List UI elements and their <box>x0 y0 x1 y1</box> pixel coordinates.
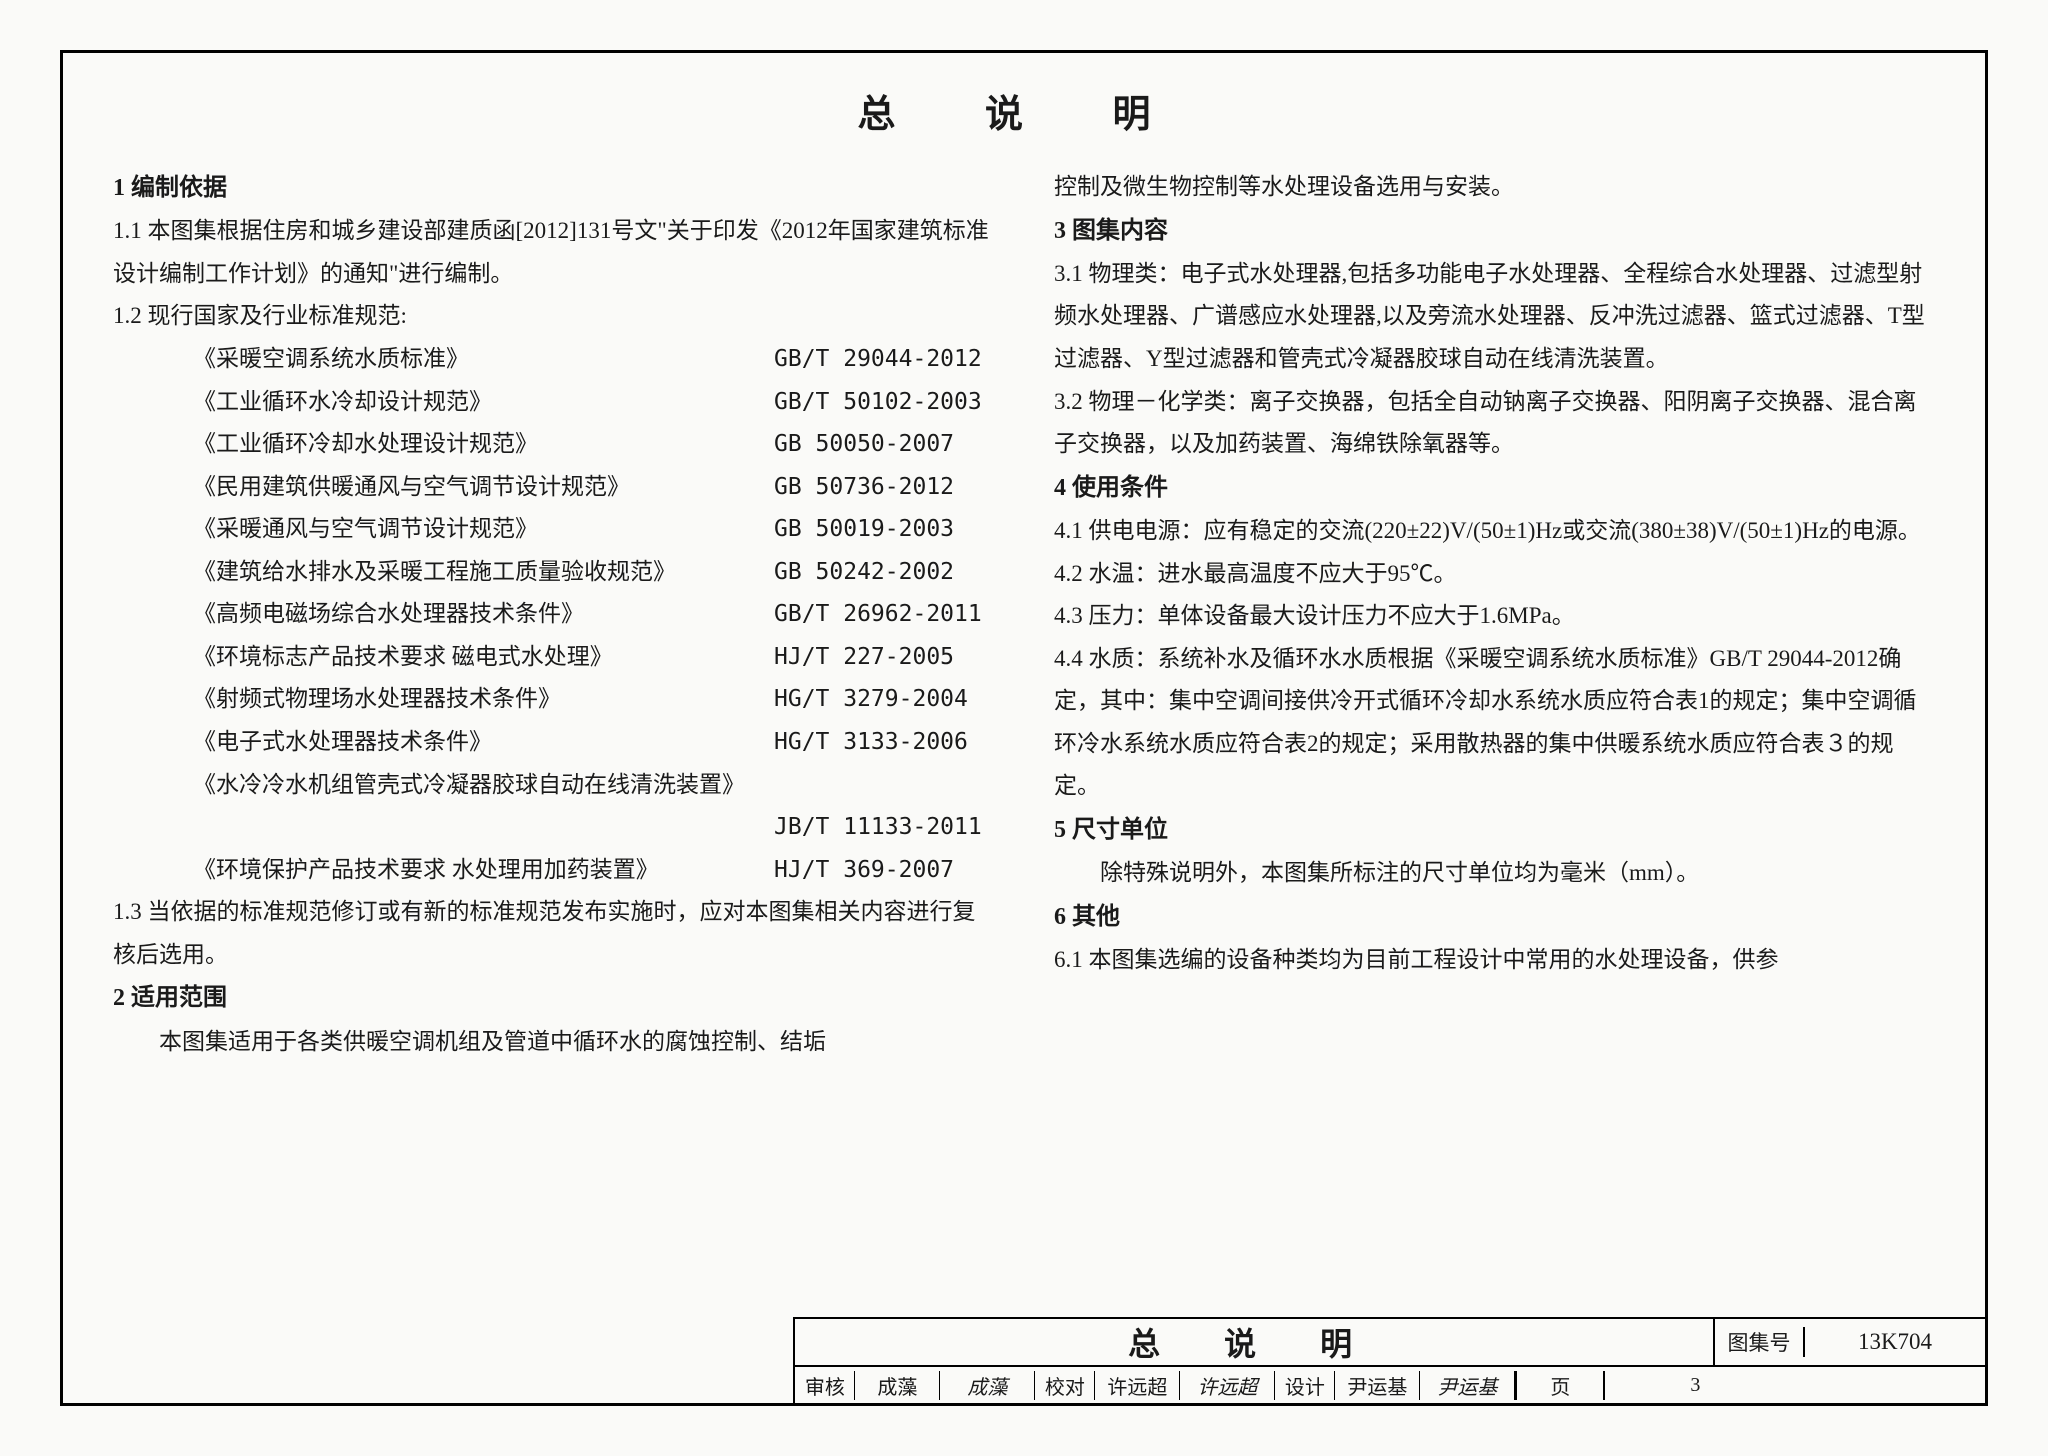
section-6-1: 6.1 本图集选编的设备种类均为目前工程设计中常用的水处理设备，供参 <box>1054 939 1935 982</box>
standard-name: 《高频电磁场综合水处理器技术条件》 <box>193 593 774 636</box>
standard-name: 《水冷冷水机组管壳式冷凝器胶球自动在线清洗装置》 <box>193 764 774 807</box>
standard-code: HJ/T 227-2005 <box>774 636 994 679</box>
standard-code: HJ/T 369-2007 <box>774 849 994 892</box>
standard-name: 《环境保护产品技术要求 水处理用加药装置》 <box>193 849 774 892</box>
standard-name: 《环境标志产品技术要求 磁电式水处理》 <box>193 636 774 679</box>
standard-row: 《采暖通风与空气调节设计规范》GB 50019-2003 <box>193 508 994 551</box>
standard-name <box>193 806 774 849</box>
design-signature: 尹运基 <box>1420 1371 1515 1400</box>
section-4-1: 4.1 供电电源：应有稳定的交流(220±22)V/(50±1)Hz或交流(38… <box>1054 510 1935 553</box>
standard-name: 《射频式物理场水处理器技术条件》 <box>193 678 774 721</box>
section-4-heading: 4 使用条件 <box>1054 466 1935 510</box>
standard-name: 《电子式水处理器技术条件》 <box>193 721 774 764</box>
section-4-3: 4.3 压力：单体设备最大设计压力不应大于1.6MPa。 <box>1054 595 1935 638</box>
right-column: 控制及微生物控制等水处理设备选用与安装。 3 图集内容 3.1 物理类：电子式水… <box>1054 166 1935 1063</box>
check-name: 许远超 <box>1095 1371 1180 1400</box>
section-2-text: 本图集适用于各类供暖空调机组及管道中循环水的腐蚀控制、结垢 <box>113 1021 994 1064</box>
section-1-2: 1.2 现行国家及行业标准规范: <box>113 295 994 338</box>
page-label: 页 <box>1515 1371 1605 1400</box>
standard-row: 《采暖空调系统水质标准》GB/T 29044-2012 <box>193 338 994 381</box>
code-value: 13K704 <box>1805 1329 1985 1355</box>
document-page: 总 说 明 1 编制依据 1.1 本图集根据住房和城乡建设部建质函[2012]1… <box>60 50 1988 1406</box>
title-block-row2: 审核 成藻 成藻 校对 许远超 许远超 设计 尹运基 尹运基 页 3 <box>795 1365 1985 1403</box>
section-3-2: 3.2 物理－化学类：离子交换器，包括全自动钠离子交换器、阳阴离子交换器、混合离… <box>1054 381 1935 466</box>
design-label: 设计 <box>1275 1371 1335 1400</box>
review-name: 成藻 <box>855 1371 940 1400</box>
check-signature: 许远超 <box>1180 1371 1275 1400</box>
standard-code: GB 50050-2007 <box>774 423 994 466</box>
code-label: 图集号 <box>1715 1327 1805 1357</box>
standard-row: 《电子式水处理器技术条件》HG/T 3133-2006 <box>193 721 994 764</box>
standard-row: 《工业循环水冷却设计规范》GB/T 50102-2003 <box>193 381 994 424</box>
standard-name: 《采暖空调系统水质标准》 <box>193 338 774 381</box>
check-label: 校对 <box>1035 1371 1095 1400</box>
review-label: 审核 <box>795 1371 855 1400</box>
footer-title: 总 说 明 <box>795 1319 1715 1365</box>
standard-name: 《民用建筑供暖通风与空气调节设计规范》 <box>193 466 774 509</box>
standard-code: HG/T 3133-2006 <box>774 721 994 764</box>
section-2-heading: 2 适用范围 <box>113 976 994 1020</box>
standard-row: JB/T 11133-2011 <box>193 806 994 849</box>
page-number: 3 <box>1605 1374 1785 1397</box>
standard-code <box>774 764 994 807</box>
standard-row: 《高频电磁场综合水处理器技术条件》GB/T 26962-2011 <box>193 593 994 636</box>
standard-code: GB/T 50102-2003 <box>774 381 994 424</box>
title-block-row1: 总 说 明 图集号 13K704 <box>795 1319 1985 1365</box>
standard-code: GB 50242-2002 <box>774 551 994 594</box>
standard-code: GB 50019-2003 <box>774 508 994 551</box>
section-3-heading: 3 图集内容 <box>1054 209 1935 253</box>
standard-row: 《水冷冷水机组管壳式冷凝器胶球自动在线清洗装置》 <box>193 764 994 807</box>
standard-row: 《建筑给水排水及采暖工程施工质量验收规范》GB 50242-2002 <box>193 551 994 594</box>
section-5-text: 除特殊说明外，本图集所标注的尺寸单位均为毫米（mm）。 <box>1054 852 1935 895</box>
section-1-3: 1.3 当依据的标准规范修订或有新的标准规范发布实施时，应对本图集相关内容进行复… <box>113 891 994 976</box>
section-4-4: 4.4 水质：系统补水及循环水水质根据《采暖空调系统水质标准》GB/T 2904… <box>1054 638 1935 808</box>
section-3-1: 3.1 物理类：电子式水处理器,包括多功能电子水处理器、全程综合水处理器、过滤型… <box>1054 253 1935 381</box>
standard-name: 《建筑给水排水及采暖工程施工质量验收规范》 <box>193 551 774 594</box>
section-2-cont: 控制及微生物控制等水处理设备选用与安装。 <box>1054 166 1935 209</box>
review-signature: 成藻 <box>940 1371 1035 1400</box>
standards-list: 《采暖空调系统水质标准》GB/T 29044-2012 《工业循环水冷却设计规范… <box>113 338 994 891</box>
section-1-heading: 1 编制依据 <box>113 166 994 210</box>
standard-name: 《采暖通风与空气调节设计规范》 <box>193 508 774 551</box>
page-title: 总 说 明 <box>113 83 1935 138</box>
standard-row: 《射频式物理场水处理器技术条件》HG/T 3279-2004 <box>193 678 994 721</box>
standard-row: 《民用建筑供暖通风与空气调节设计规范》GB 50736-2012 <box>193 466 994 509</box>
title-block: 总 说 明 图集号 13K704 审核 成藻 成藻 校对 许远超 许远超 设计 … <box>793 1317 1985 1403</box>
standard-row: 《环境保护产品技术要求 水处理用加药装置》HJ/T 369-2007 <box>193 849 994 892</box>
content-columns: 1 编制依据 1.1 本图集根据住房和城乡建设部建质函[2012]131号文"关… <box>113 166 1935 1063</box>
section-4-2: 4.2 水温：进水最高温度不应大于95℃。 <box>1054 553 1935 596</box>
standard-row: 《工业循环冷却水处理设计规范》GB 50050-2007 <box>193 423 994 466</box>
section-1-1: 1.1 本图集根据住房和城乡建设部建质函[2012]131号文"关于印发《201… <box>113 210 994 295</box>
design-name: 尹运基 <box>1335 1371 1420 1400</box>
standard-code: JB/T 11133-2011 <box>774 806 994 849</box>
left-column: 1 编制依据 1.1 本图集根据住房和城乡建设部建质函[2012]131号文"关… <box>113 166 994 1063</box>
standard-code: GB 50736-2012 <box>774 466 994 509</box>
standard-name: 《工业循环冷却水处理设计规范》 <box>193 423 774 466</box>
standard-row: 《环境标志产品技术要求 磁电式水处理》HJ/T 227-2005 <box>193 636 994 679</box>
section-5-heading: 5 尺寸单位 <box>1054 808 1935 852</box>
standard-name: 《工业循环水冷却设计规范》 <box>193 381 774 424</box>
standard-code: GB/T 26962-2011 <box>774 593 994 636</box>
section-6-heading: 6 其他 <box>1054 895 1935 939</box>
standard-code: HG/T 3279-2004 <box>774 678 994 721</box>
standard-code: GB/T 29044-2012 <box>774 338 994 381</box>
